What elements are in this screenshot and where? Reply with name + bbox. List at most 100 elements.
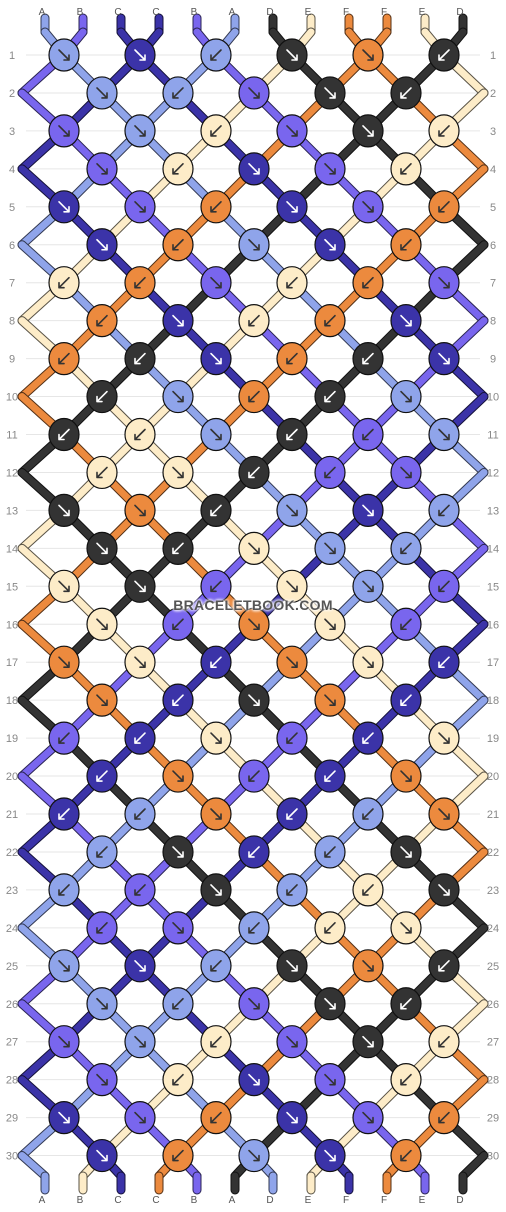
knot[interactable] <box>124 645 156 679</box>
knot[interactable] <box>428 38 460 72</box>
knot[interactable] <box>200 38 232 72</box>
knot[interactable] <box>200 873 232 907</box>
knot[interactable] <box>352 797 384 831</box>
knot[interactable] <box>276 266 308 300</box>
knot[interactable] <box>86 987 118 1021</box>
knot[interactable] <box>86 152 118 186</box>
knot[interactable] <box>162 759 194 793</box>
knot[interactable] <box>276 342 308 376</box>
knot[interactable] <box>390 607 422 641</box>
knot[interactable] <box>162 835 194 869</box>
knot[interactable] <box>390 911 422 945</box>
knot[interactable] <box>238 228 270 262</box>
knot[interactable] <box>162 379 194 414</box>
knot[interactable] <box>86 607 118 641</box>
knot[interactable] <box>352 190 384 224</box>
knot[interactable] <box>238 607 270 641</box>
knot[interactable] <box>162 152 194 186</box>
knot[interactable] <box>390 152 422 186</box>
knot[interactable] <box>238 531 270 565</box>
knot[interactable] <box>124 1100 156 1135</box>
knot[interactable] <box>200 721 232 755</box>
knot[interactable] <box>390 531 422 565</box>
knot[interactable] <box>314 228 346 262</box>
knot[interactable] <box>124 949 156 983</box>
knot[interactable] <box>200 493 232 527</box>
knot[interactable] <box>276 797 308 831</box>
knot[interactable] <box>428 645 460 679</box>
knot[interactable] <box>390 1138 422 1173</box>
knot[interactable] <box>48 873 80 907</box>
knot[interactable] <box>48 493 80 527</box>
knot[interactable] <box>48 342 80 376</box>
knot[interactable] <box>86 76 118 110</box>
knot[interactable] <box>238 76 270 110</box>
knot[interactable] <box>314 835 346 869</box>
knot[interactable] <box>48 266 80 300</box>
knot[interactable] <box>238 835 270 869</box>
knot[interactable] <box>124 190 156 224</box>
knot[interactable] <box>428 1025 460 1059</box>
knot[interactable] <box>124 266 156 300</box>
knot[interactable] <box>352 645 384 679</box>
knot[interactable] <box>314 759 346 793</box>
knot[interactable] <box>86 455 118 490</box>
knot[interactable] <box>276 569 308 603</box>
knot[interactable] <box>200 266 232 300</box>
knot[interactable] <box>352 342 384 376</box>
knot[interactable] <box>48 38 80 72</box>
knot[interactable] <box>162 987 194 1021</box>
knot[interactable] <box>314 1063 346 1097</box>
knot[interactable] <box>276 38 308 72</box>
knot[interactable] <box>238 683 270 717</box>
knot[interactable] <box>276 1100 308 1135</box>
knot[interactable] <box>428 342 460 376</box>
knot[interactable] <box>238 1138 270 1173</box>
knot[interactable] <box>124 493 156 527</box>
knot[interactable] <box>238 455 270 490</box>
knot[interactable] <box>86 759 118 793</box>
knot[interactable] <box>276 190 308 224</box>
knot[interactable] <box>276 721 308 755</box>
knot[interactable] <box>124 1025 156 1059</box>
knot[interactable] <box>200 569 232 603</box>
knot[interactable] <box>314 379 346 414</box>
knot[interactable] <box>48 114 80 148</box>
knot[interactable] <box>428 949 460 983</box>
knot[interactable] <box>200 114 232 148</box>
knot[interactable] <box>48 949 80 983</box>
knot[interactable] <box>238 987 270 1021</box>
knot[interactable] <box>428 873 460 907</box>
knot[interactable] <box>48 721 80 755</box>
knot[interactable] <box>352 949 384 983</box>
knot[interactable] <box>48 417 80 452</box>
knot[interactable] <box>86 683 118 717</box>
knot[interactable] <box>352 1100 384 1135</box>
knot[interactable] <box>162 1063 194 1097</box>
knot[interactable] <box>428 797 460 831</box>
knot[interactable] <box>162 531 194 565</box>
knot[interactable] <box>124 114 156 148</box>
knot[interactable] <box>200 645 232 679</box>
knot[interactable] <box>276 645 308 679</box>
knot[interactable] <box>352 114 384 148</box>
knot[interactable] <box>124 721 156 755</box>
knot[interactable] <box>352 1025 384 1059</box>
knot[interactable] <box>352 38 384 72</box>
knot[interactable] <box>276 114 308 148</box>
knot[interactable] <box>86 835 118 869</box>
knot[interactable] <box>86 1063 118 1097</box>
knot[interactable] <box>390 455 422 490</box>
knot[interactable] <box>200 190 232 224</box>
knot[interactable] <box>124 38 156 72</box>
knot[interactable] <box>200 417 232 452</box>
knot[interactable] <box>238 152 270 186</box>
knot[interactable] <box>48 1100 80 1135</box>
knot[interactable] <box>314 1138 346 1173</box>
knot[interactable] <box>314 911 346 945</box>
knot[interactable] <box>238 379 270 414</box>
knot[interactable] <box>352 721 384 755</box>
knot[interactable] <box>238 1063 270 1097</box>
knot[interactable] <box>162 455 194 490</box>
knot[interactable] <box>162 1138 194 1173</box>
